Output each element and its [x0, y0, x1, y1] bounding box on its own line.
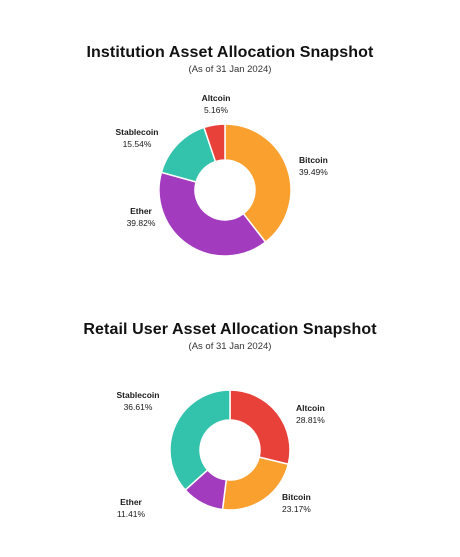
slice-label-altcoin: Altcoin 5.16% [202, 93, 231, 115]
slice-altcoin [229, 389, 291, 466]
slice-value-label: 39.82% [127, 218, 156, 228]
slice-label-bitcoin: Bitcoin 39.49% [299, 155, 328, 177]
chart-subtitle: (As of 31 Jan 2024) [188, 64, 272, 75]
slice-bitcoin [224, 123, 292, 244]
slice-category-label: Stablecoin [117, 390, 160, 400]
slice-ether [158, 171, 267, 257]
chart-title: Institution Asset Allocation Snapshot [86, 44, 374, 61]
slice-value-label: 15.54% [123, 139, 152, 149]
slice-altcoin [203, 123, 226, 163]
slice-value-label: 5.16% [204, 105, 229, 115]
slice-label-bitcoin: Bitcoin 23.17% [282, 492, 311, 514]
slice-category-label: Ether [130, 206, 152, 216]
slice-category-label: Altcoin [296, 403, 325, 413]
slice-value-label: 36.61% [124, 402, 153, 412]
chart-subtitle: (As of 31 Jan 2024) [188, 341, 272, 352]
slice-category-label: Bitcoin [299, 155, 328, 165]
slice-stablecoin [169, 389, 231, 492]
slice-category-label: Stablecoin [116, 127, 159, 137]
slice-value-label: 39.49% [299, 167, 328, 177]
slice-category-label: Altcoin [202, 93, 231, 103]
slice-label-stablecoin: Stablecoin 36.61% [117, 390, 160, 412]
chart-title: Retail User Asset Allocation Snapshot [83, 321, 377, 338]
slice-label-ether: Ether 39.82% [127, 206, 156, 228]
slice-value-label: 23.17% [282, 504, 311, 514]
slice-category-label: Bitcoin [282, 492, 311, 502]
slice-label-stablecoin: Stablecoin 15.54% [116, 127, 159, 149]
slice-label-ether: Ether 11.41% [117, 497, 146, 519]
slice-category-label: Ether [120, 497, 142, 507]
slice-bitcoin [221, 456, 290, 511]
slice-label-altcoin: Altcoin 28.81% [296, 403, 325, 425]
slice-value-label: 11.41% [117, 509, 146, 519]
slice-value-label: 28.81% [296, 415, 325, 425]
